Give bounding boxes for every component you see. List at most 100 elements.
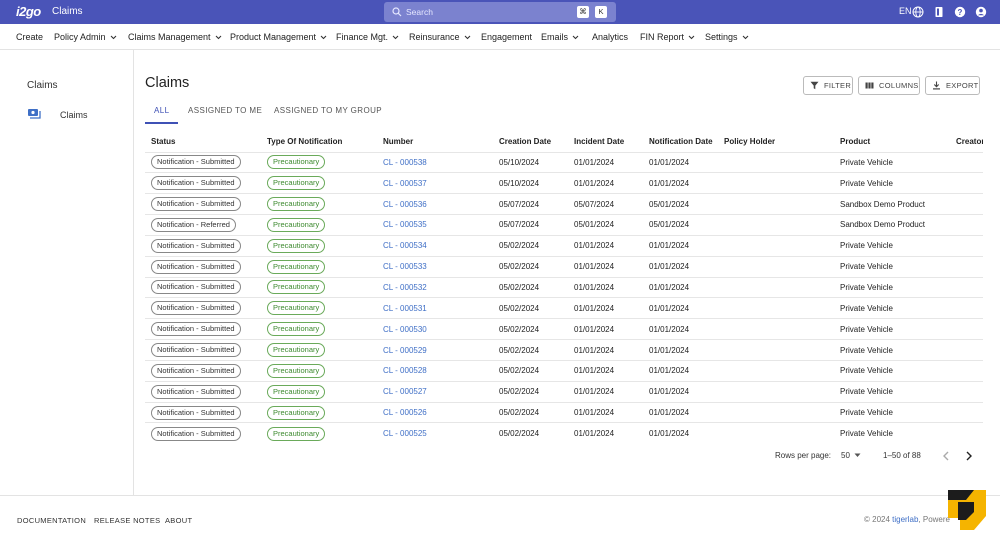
cell-creator bbox=[950, 172, 983, 194]
tab-all[interactable]: ALL bbox=[154, 106, 170, 115]
menu-analytics[interactable]: Analytics bbox=[592, 32, 628, 42]
search-input[interactable]: Search ⌘ K bbox=[384, 2, 616, 22]
table-row[interactable]: Notification - Submitted Precautionary CL … bbox=[145, 318, 983, 340]
column-header-product[interactable]: Product bbox=[840, 136, 871, 146]
table-row[interactable]: Notification - Submitted Precautionary CL … bbox=[145, 339, 983, 361]
account-icon[interactable] bbox=[975, 6, 987, 18]
cell-status: Notification - Referred bbox=[145, 214, 261, 236]
status-chip: Notification - Submitted bbox=[151, 301, 241, 316]
footer-link-about[interactable]: ABOUT bbox=[165, 516, 193, 525]
menu-create[interactable]: Create bbox=[16, 32, 43, 42]
menu-policy-admin[interactable]: Policy Admin bbox=[54, 32, 117, 42]
column-header-status[interactable]: Status bbox=[151, 136, 176, 146]
caret-down-icon[interactable] bbox=[854, 453, 861, 458]
cell-number: CL - 000534 bbox=[377, 234, 493, 257]
column-header-creator[interactable]: Creator bbox=[956, 136, 983, 146]
column-header-policy-holder[interactable]: Policy Holder bbox=[724, 136, 776, 146]
export-button[interactable]: EXPORT bbox=[925, 76, 980, 95]
filter-button[interactable]: FILTER bbox=[803, 76, 853, 95]
shortcut-key-cmd: ⌘ bbox=[577, 6, 589, 18]
cell-creator bbox=[950, 318, 983, 340]
table-row[interactable]: Notification - Submitted Precautionary CL … bbox=[145, 297, 983, 319]
footer-link-release-notes[interactable]: RELEASE NOTES bbox=[94, 516, 161, 525]
column-header-notification-date[interactable]: Notification Date bbox=[649, 136, 713, 146]
column-header-number[interactable]: Number bbox=[383, 136, 414, 146]
menu-emails[interactable]: Emails bbox=[541, 32, 579, 42]
tab-assigned-to-me[interactable]: ASSIGNED TO ME bbox=[188, 106, 263, 115]
claim-number-link[interactable]: CL - 000530 bbox=[383, 324, 427, 334]
table-row[interactable]: Notification - Submitted Precautionary CL … bbox=[145, 193, 983, 215]
claim-number-link[interactable]: CL - 000534 bbox=[383, 241, 427, 251]
cell-number: CL - 000537 bbox=[377, 172, 493, 194]
menu-claims-management[interactable]: Claims Management bbox=[128, 32, 222, 42]
claim-number-link[interactable]: CL - 000529 bbox=[383, 345, 427, 355]
claim-number-link[interactable]: CL - 000527 bbox=[383, 387, 427, 397]
footer-link-documentation[interactable]: DOCUMENTATION bbox=[17, 516, 87, 525]
column-header-type[interactable]: Type Of Notification bbox=[267, 136, 343, 146]
notification-type-chip: Precautionary bbox=[267, 384, 326, 399]
table-row[interactable]: Notification - Submitted Precautionary CL … bbox=[145, 359, 983, 382]
table-row[interactable]: Notification - Submitted Precautionary CL … bbox=[145, 255, 983, 278]
cell-status: Notification - Submitted bbox=[145, 380, 261, 403]
menu-label: Emails bbox=[541, 32, 569, 42]
menu-fin-report[interactable]: FIN Report bbox=[640, 32, 695, 42]
table-row[interactable]: Notification - Submitted Precautionary CL … bbox=[145, 401, 983, 423]
cell-notification-date: 01/01/2024 bbox=[643, 401, 718, 423]
table-row[interactable]: Notification - Submitted Precautionary CL … bbox=[145, 276, 983, 298]
menu-label: Policy Admin bbox=[54, 32, 106, 42]
cell-product: Private Vehicle bbox=[834, 401, 950, 423]
tab-assigned-to-my-group[interactable]: ASSIGNED TO MY GROUP bbox=[274, 106, 383, 115]
table-row[interactable]: Notification - Submitted Precautionary CL … bbox=[145, 234, 983, 257]
filter-icon bbox=[810, 81, 819, 90]
sidebar-item-claims[interactable]: Claims bbox=[60, 110, 88, 120]
menu-finance-mgt[interactable]: Finance Mgt. bbox=[336, 32, 399, 42]
table-row[interactable]: Notification - Submitted Precautionary CL … bbox=[145, 151, 983, 173]
table-row[interactable]: Notification - Submitted Precautionary CL … bbox=[145, 422, 983, 444]
claim-number-link[interactable]: CL - 000538 bbox=[383, 157, 427, 167]
table-row[interactable]: Notification - Submitted Precautionary CL … bbox=[145, 172, 983, 194]
menu-label: Create bbox=[16, 32, 44, 42]
menu-engagement[interactable]: Engagement bbox=[481, 32, 532, 42]
globe-icon[interactable] bbox=[912, 6, 924, 18]
menu-settings[interactable]: Settings bbox=[705, 32, 749, 42]
claim-number-link[interactable]: CL - 000526 bbox=[383, 408, 427, 418]
claim-number-link[interactable]: CL - 000531 bbox=[383, 303, 427, 313]
chevron-left-icon[interactable] bbox=[942, 451, 950, 461]
column-header-creation-date[interactable]: Creation Date bbox=[499, 136, 552, 146]
cell-creation-date: 05/02/2024 bbox=[493, 401, 568, 423]
column-header-incident-date[interactable]: Incident Date bbox=[574, 136, 625, 146]
claim-number-link[interactable]: CL - 000525 bbox=[383, 429, 427, 439]
claim-number-link[interactable]: CL - 000537 bbox=[383, 178, 427, 188]
columns-button[interactable]: COLUMNS bbox=[858, 76, 920, 95]
cell-notification-date: 01/01/2024 bbox=[643, 318, 718, 340]
cell-creator bbox=[950, 297, 983, 319]
status-chip: Notification - Referred bbox=[151, 217, 236, 232]
app-title: Claims bbox=[52, 6, 83, 17]
cell-notification-date: 01/01/2024 bbox=[643, 422, 718, 444]
cell-creator bbox=[950, 276, 983, 298]
claim-number-link[interactable]: CL - 000536 bbox=[383, 199, 427, 209]
tigerlab-link[interactable]: tigerlab bbox=[892, 515, 919, 524]
menu-product-management[interactable]: Product Management bbox=[230, 32, 327, 42]
cell-product: Private Vehicle bbox=[834, 172, 950, 194]
claim-number-link[interactable]: CL - 000528 bbox=[383, 366, 427, 376]
book-icon[interactable] bbox=[933, 6, 945, 18]
copyright-prefix: © 2024 bbox=[864, 515, 890, 524]
claim-number-link[interactable]: CL - 000532 bbox=[383, 282, 427, 292]
table-row[interactable]: Notification - Submitted Precautionary CL … bbox=[145, 380, 983, 403]
cell-incident-date: 05/07/2024 bbox=[568, 193, 643, 215]
chevron-right-icon[interactable] bbox=[965, 451, 973, 461]
claim-number-link[interactable]: CL - 000535 bbox=[383, 220, 427, 230]
cell-notification-date: 01/01/2024 bbox=[643, 151, 718, 173]
help-icon[interactable]: ? bbox=[954, 6, 966, 18]
cell-product: Private Vehicle bbox=[834, 255, 950, 278]
money-icon[interactable] bbox=[27, 108, 41, 120]
app-logo[interactable]: i2go bbox=[16, 4, 41, 19]
status-chip: Notification - Submitted bbox=[151, 238, 241, 253]
claim-number-link[interactable]: CL - 000533 bbox=[383, 262, 427, 272]
language-selector[interactable]: EN bbox=[899, 6, 912, 16]
table-row[interactable]: Notification - Referred Precautionary CL -… bbox=[145, 214, 983, 236]
menu-reinsurance[interactable]: Reinsurance bbox=[409, 32, 471, 42]
cell-creation-date: 05/02/2024 bbox=[493, 297, 568, 319]
rows-per-page-select[interactable]: 50 bbox=[841, 451, 850, 460]
